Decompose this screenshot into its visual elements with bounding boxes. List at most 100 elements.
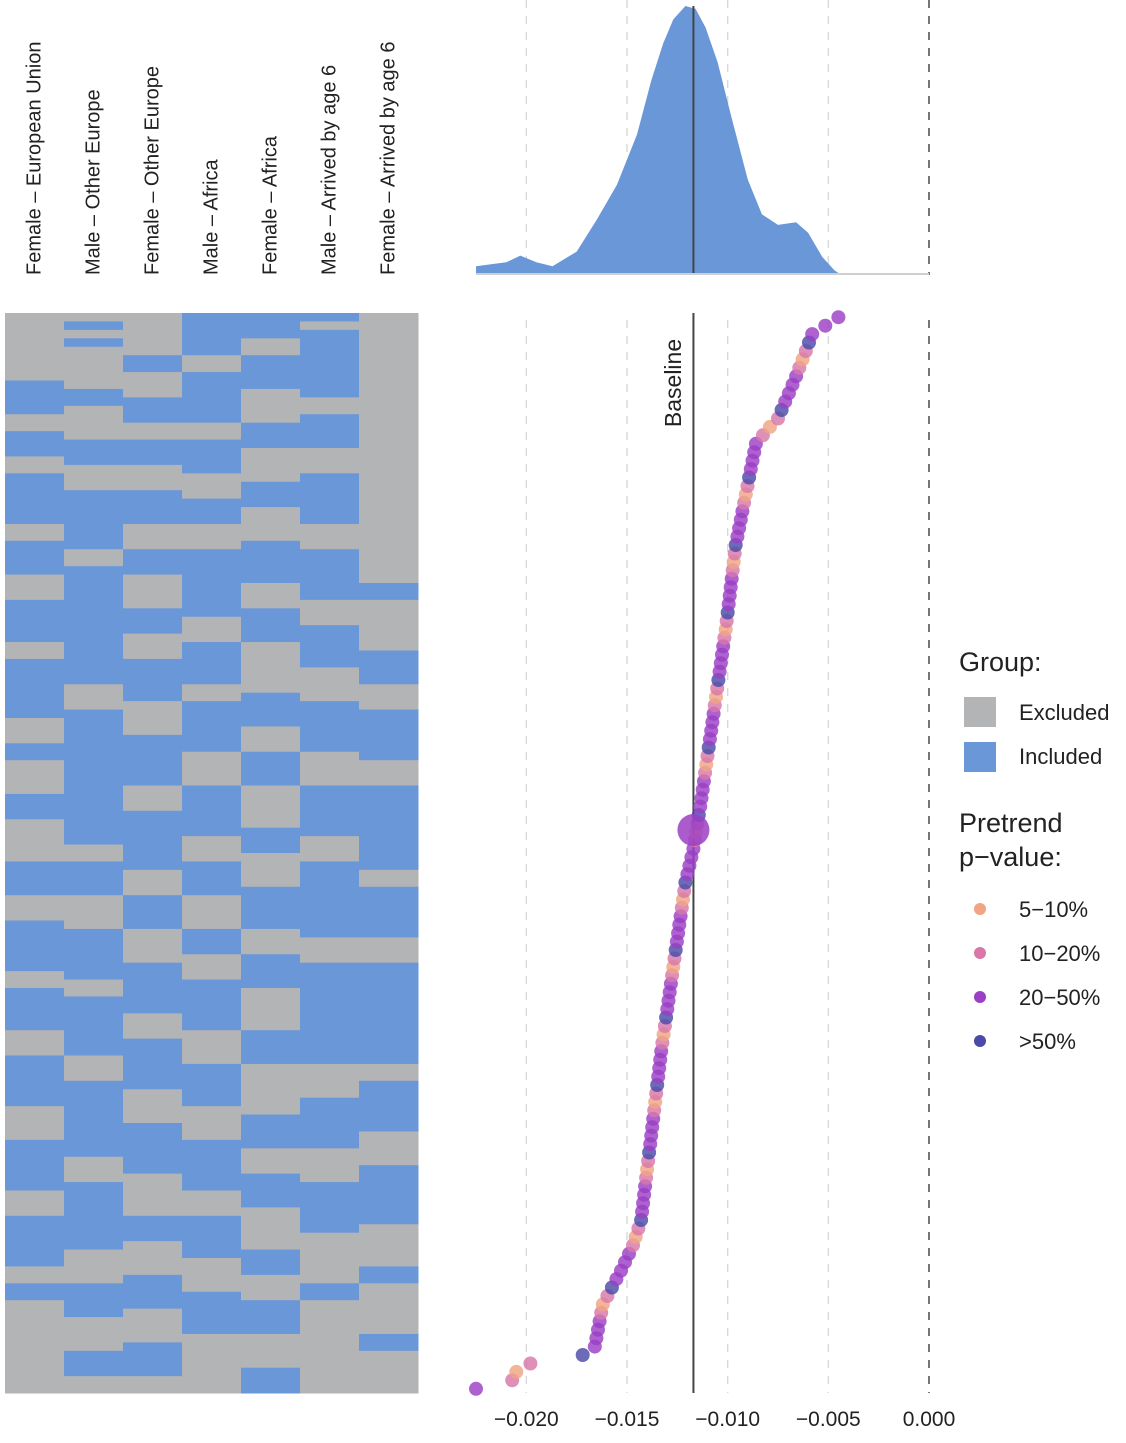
legend-dot-20-50 — [974, 991, 986, 1003]
heatmap-cell-included — [5, 473, 65, 525]
heatmap-cell-included — [241, 1114, 301, 1149]
heatmap-cell-excluded — [64, 405, 124, 441]
heatmap-cell-excluded — [5, 1300, 65, 1394]
heatmap-cell-excluded — [241, 338, 301, 356]
heatmap-cell-excluded — [5, 1106, 65, 1141]
heatmap-cell-excluded — [241, 642, 301, 694]
heatmap-cell-included — [182, 1139, 242, 1192]
legend-dot-10-20 — [974, 947, 986, 959]
heatmap-cell-excluded — [123, 928, 183, 964]
heatmap-cell-included — [5, 1139, 65, 1192]
heatmap-cell-included — [5, 599, 65, 643]
heatmap-cell-included — [5, 743, 65, 761]
estimate-point — [805, 327, 820, 342]
column-label: Female – European Union — [24, 42, 46, 275]
estimate-point — [469, 1381, 483, 1396]
heatmap-cell-excluded — [182, 422, 242, 441]
heatmap-cell-excluded — [5, 1190, 65, 1217]
heatmap-cell-excluded — [359, 313, 419, 584]
heatmap-cell-included — [123, 1038, 183, 1090]
heatmap-cell-excluded — [182, 895, 242, 930]
heatmap-cell-included — [64, 566, 124, 685]
heatmap-cell-included — [64, 1182, 124, 1251]
heatmap-cell-included — [241, 313, 301, 339]
legend-swatch-excluded — [964, 697, 996, 727]
heatmap-cell-excluded — [64, 895, 124, 930]
legend-label-20-50: 20−50% — [1019, 985, 1100, 1010]
heatmap-cell-excluded — [123, 372, 183, 398]
heatmap-cell-excluded — [5, 971, 65, 989]
heatmap-cell-excluded — [300, 836, 360, 862]
heatmap-cell-excluded — [123, 1376, 183, 1394]
heatmap-cell-included — [64, 1080, 124, 1158]
heatmap-cell-included — [64, 388, 124, 407]
heatmap-cell-included — [182, 785, 242, 837]
heatmap-cell-included — [5, 540, 65, 576]
heatmap-cell-excluded — [300, 667, 360, 702]
heatmap-cell-included — [241, 1249, 301, 1276]
heatmap-cell-excluded — [64, 313, 124, 322]
heatmap-cell-excluded — [241, 1063, 301, 1116]
heatmap-cell-excluded — [5, 1266, 65, 1284]
heatmap-cell-included — [300, 313, 360, 322]
heatmap-cell-included — [182, 439, 242, 474]
heatmap-cell-included — [123, 439, 183, 466]
heatmap-cell-included — [182, 979, 242, 1031]
heatmap-cell-included — [241, 954, 301, 989]
heatmap-cell-included — [241, 692, 301, 727]
heatmap-cell-excluded — [123, 869, 183, 896]
heatmap-cell-excluded — [359, 1063, 419, 1082]
heatmap-cell-included — [64, 928, 124, 981]
heatmap-cell-excluded — [359, 869, 419, 888]
heatmap-cell-included — [5, 1215, 65, 1267]
legend-pvalue-title-line2: p−value: — [959, 842, 1062, 872]
heatmap-cell-excluded — [5, 414, 65, 432]
legend-label-gt-50: >50% — [1019, 1029, 1076, 1054]
heatmap-cell-included — [241, 827, 301, 854]
heatmap-cell-excluded — [241, 785, 301, 829]
heatmap-cell-excluded — [5, 895, 65, 921]
heatmap-cell-excluded — [359, 1131, 419, 1166]
heatmap-cell-excluded — [5, 456, 65, 474]
heatmap-cell-included — [182, 372, 242, 424]
heatmap-cell-included — [359, 1165, 419, 1225]
heatmap-cell-included — [64, 490, 124, 550]
heatmap-cell-excluded — [123, 464, 183, 491]
heatmap-cell-excluded — [300, 1232, 360, 1284]
legend-swatch-included — [964, 742, 996, 772]
heatmap-cell-excluded — [123, 574, 183, 609]
column-label: Female – Other Europe — [142, 66, 164, 275]
heatmap-cell-included — [300, 861, 360, 938]
heatmap-cell-excluded — [64, 1156, 124, 1183]
heatmap-cell-excluded — [241, 928, 301, 955]
heatmap-cell-excluded — [241, 1274, 301, 1301]
heatmap-cell-included — [64, 861, 124, 896]
heatmap-cell-excluded — [64, 684, 124, 711]
heatmap-cell-excluded — [300, 448, 360, 474]
heatmap-cell-included — [300, 785, 360, 837]
legend-pvalue-title-line1: Pretrend — [959, 808, 1063, 838]
heatmap-cell-excluded — [64, 979, 124, 997]
column-label: Female – Arrived by age 6 — [378, 42, 400, 275]
heatmap-cell-excluded — [300, 751, 360, 786]
heatmap-cell-included — [5, 920, 65, 972]
heatmap-cell-excluded — [241, 1333, 301, 1369]
heatmap-cell-excluded — [300, 1300, 360, 1394]
heatmap-cell-excluded — [5, 574, 65, 601]
heatmap-cell-included — [123, 608, 183, 635]
heatmap-cell-included — [64, 439, 124, 466]
heatmap-cell-included — [64, 321, 124, 331]
heatmap-cell-excluded — [359, 1350, 419, 1394]
heatmap-cell-excluded — [359, 937, 419, 964]
heatmap-cell-included — [359, 650, 419, 685]
column-label: Male – Africa — [201, 159, 223, 275]
heatmap-cell-excluded — [5, 1030, 65, 1056]
heatmap-cell-included — [64, 338, 124, 348]
heatmap-cell-excluded — [123, 1241, 183, 1276]
heatmap-cell-excluded — [182, 473, 242, 500]
heatmap-cell-excluded — [123, 422, 183, 441]
heatmap-cell-included — [300, 701, 360, 753]
heatmap-cell-included — [359, 886, 419, 938]
heatmap-cell-excluded — [241, 507, 301, 542]
